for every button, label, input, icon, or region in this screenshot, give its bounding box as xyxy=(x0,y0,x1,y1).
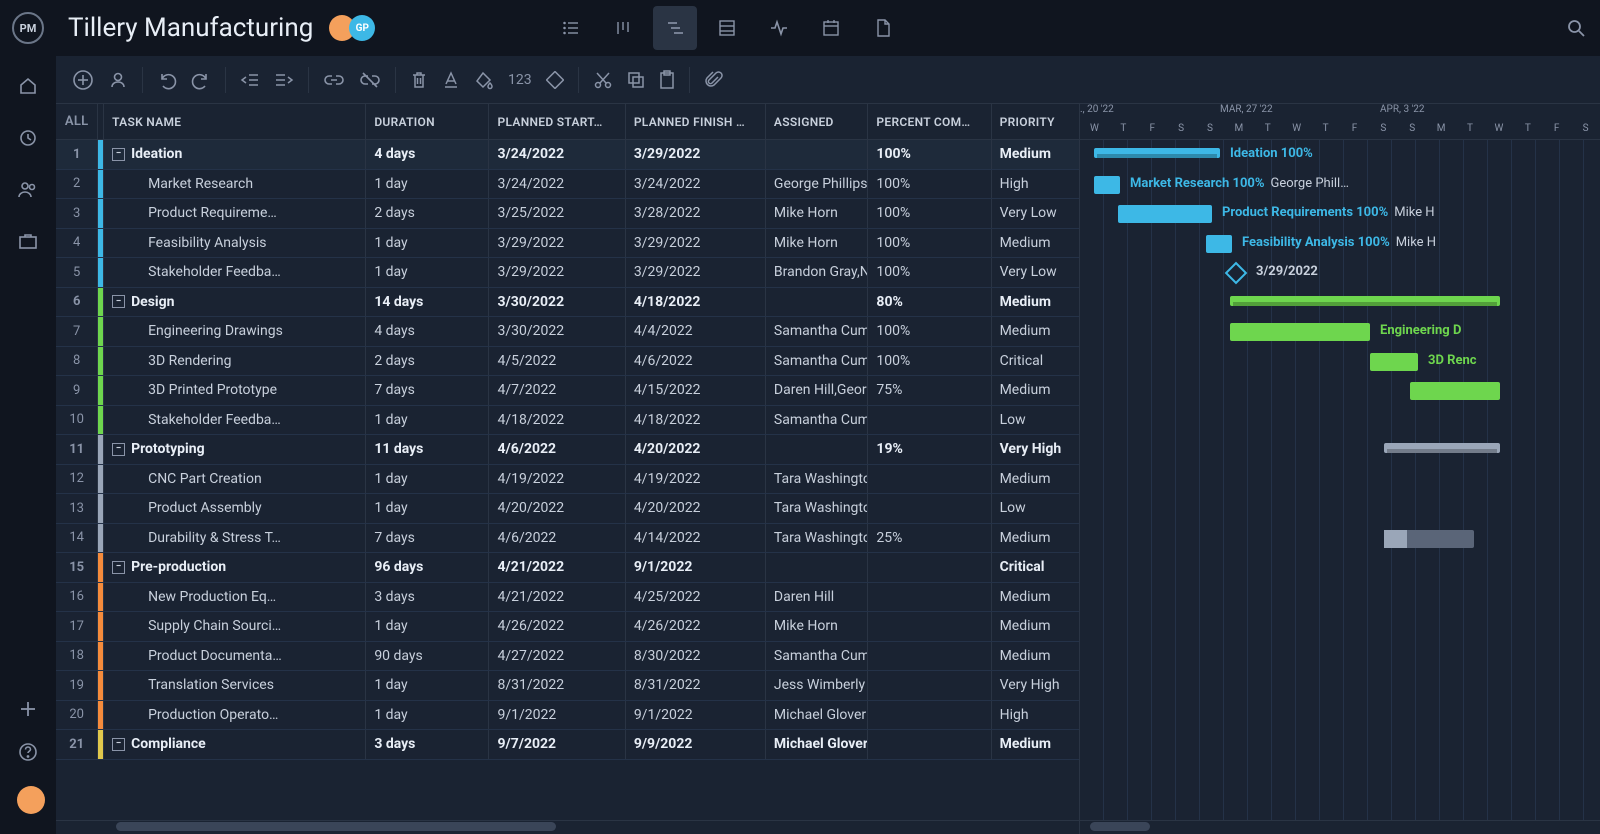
task-row[interactable]: 21−Compliance3 days9/7/20229/9/2022Micha… xyxy=(56,730,1079,760)
grid-header: ALL TASK NAME DURATION PLANNED START… PL… xyxy=(56,104,1079,140)
shape-icon[interactable] xyxy=(546,71,564,89)
task-row[interactable]: 12CNC Part Creation1 day4/19/20224/19/20… xyxy=(56,465,1079,495)
attach-icon[interactable] xyxy=(704,70,724,90)
link-icon[interactable] xyxy=(323,73,345,87)
task-row[interactable]: 5Stakeholder Feedba…1 day3/29/20223/29/2… xyxy=(56,258,1079,288)
paste-icon[interactable] xyxy=(659,70,675,90)
activity-view-icon[interactable] xyxy=(757,6,801,50)
h-scrollbar[interactable] xyxy=(116,822,556,831)
copy-icon[interactable] xyxy=(627,71,645,89)
task-row[interactable]: 13Product Assembly1 day4/20/20224/20/202… xyxy=(56,494,1079,524)
add-task-icon[interactable] xyxy=(72,69,94,91)
sheet-view-icon[interactable] xyxy=(705,6,749,50)
project-title[interactable]: Tillery Manufacturing xyxy=(68,13,313,43)
top-bar: PM Tillery Manufacturing GP xyxy=(0,0,1600,56)
cut-icon[interactable] xyxy=(593,70,613,90)
task-row[interactable]: 19Translation Services1 day8/31/20228/31… xyxy=(56,671,1079,701)
help-icon[interactable] xyxy=(18,742,38,762)
search-icon[interactable] xyxy=(1566,18,1586,38)
task-row[interactable]: 3Product Requireme…2 days3/25/20223/28/2… xyxy=(56,199,1079,229)
number-icon[interactable]: 123 xyxy=(508,72,532,88)
assign-icon[interactable] xyxy=(108,70,128,90)
indent-icon[interactable] xyxy=(274,72,294,88)
user-avatar[interactable] xyxy=(17,786,45,814)
home-icon[interactable] xyxy=(18,76,38,96)
toolbar: 123 xyxy=(56,56,1600,104)
undo-icon[interactable] xyxy=(157,70,177,90)
gantt-view-icon[interactable] xyxy=(653,6,697,50)
col-percent[interactable]: PERCENT COM… xyxy=(868,104,991,139)
task-row[interactable]: 4Feasibility Analysis1 day3/29/20223/29/… xyxy=(56,229,1079,259)
grid-body[interactable]: 1−Ideation4 days3/24/20223/29/2022100%Me… xyxy=(56,140,1079,820)
task-row[interactable]: 18Product Documenta…90 days4/27/20228/30… xyxy=(56,642,1079,672)
unlink-icon[interactable] xyxy=(359,71,381,89)
col-assigned[interactable]: ASSIGNED xyxy=(766,104,869,139)
task-row[interactable]: 1−Ideation4 days3/24/20223/29/2022100%Me… xyxy=(56,140,1079,170)
task-row[interactable]: 7Engineering Drawings4 days3/30/20224/4/… xyxy=(56,317,1079,347)
task-row[interactable]: 14Durability & Stress T…7 days4/6/20224/… xyxy=(56,524,1079,554)
task-row[interactable]: 11−Prototyping11 days4/6/20224/20/202219… xyxy=(56,435,1079,465)
col-start[interactable]: PLANNED START… xyxy=(489,104,625,139)
board-view-icon[interactable] xyxy=(601,6,645,50)
col-duration[interactable]: DURATION xyxy=(366,104,489,139)
task-row[interactable]: 83D Rendering2 days4/5/20224/6/2022Saman… xyxy=(56,347,1079,377)
gantt-timeline-header: ., 20 '22MAR, 27 '22APR, 3 '22 WTFSSMTWT… xyxy=(1080,104,1600,140)
task-row[interactable]: 10Stakeholder Feedba…1 day4/18/20224/18/… xyxy=(56,406,1079,436)
calendar-view-icon[interactable] xyxy=(809,6,853,50)
file-view-icon[interactable] xyxy=(861,6,905,50)
list-view-icon[interactable] xyxy=(549,6,593,50)
font-icon[interactable] xyxy=(442,70,460,90)
task-row[interactable]: 15−Pre-production96 days4/21/20229/1/202… xyxy=(56,553,1079,583)
task-row[interactable]: 16New Production Eq…3 days4/21/20224/25/… xyxy=(56,583,1079,613)
redo-icon[interactable] xyxy=(191,70,211,90)
col-priority[interactable]: PRIORITY xyxy=(992,104,1079,139)
task-row[interactable]: 17Supply Chain Sourci…1 day4/26/20224/26… xyxy=(56,612,1079,642)
content-split: ALL TASK NAME DURATION PLANNED START… PL… xyxy=(56,104,1600,834)
recent-icon[interactable] xyxy=(18,128,38,148)
task-row[interactable]: 93D Printed Prototype7 days4/7/20224/15/… xyxy=(56,376,1079,406)
left-sidebar xyxy=(0,56,56,834)
avatar[interactable]: GP xyxy=(349,15,375,41)
fill-icon[interactable] xyxy=(474,70,494,90)
outdent-icon[interactable] xyxy=(240,72,260,88)
task-row[interactable]: 6−Design14 days3/30/20224/18/202280%Medi… xyxy=(56,288,1079,318)
gantt-panel: ., 20 '22MAR, 27 '22APR, 3 '22 WTFSSMTWT… xyxy=(1080,104,1600,834)
delete-icon[interactable] xyxy=(410,70,428,90)
task-row[interactable]: 2Market Research1 day3/24/20223/24/2022G… xyxy=(56,170,1079,200)
gantt-body[interactable]: Ideation 100%Market Research 100%George … xyxy=(1080,140,1600,820)
avatar-group[interactable]: GP xyxy=(329,15,369,41)
col-all[interactable]: ALL xyxy=(56,104,98,139)
col-name[interactable]: TASK NAME xyxy=(104,104,366,139)
team-icon[interactable] xyxy=(17,180,39,200)
task-row[interactable]: 20Production Operato…1 day9/1/20229/1/20… xyxy=(56,701,1079,731)
view-switcher xyxy=(549,6,905,50)
app-logo[interactable]: PM xyxy=(12,12,44,44)
col-finish[interactable]: PLANNED FINISH … xyxy=(626,104,766,139)
main-area: 123 ALL TASK NAME DURATION PLANNED START… xyxy=(56,56,1600,834)
task-grid: ALL TASK NAME DURATION PLANNED START… PL… xyxy=(56,104,1080,834)
add-icon[interactable] xyxy=(19,700,37,718)
portfolio-icon[interactable] xyxy=(18,232,38,250)
gantt-h-scrollbar[interactable] xyxy=(1090,822,1150,831)
